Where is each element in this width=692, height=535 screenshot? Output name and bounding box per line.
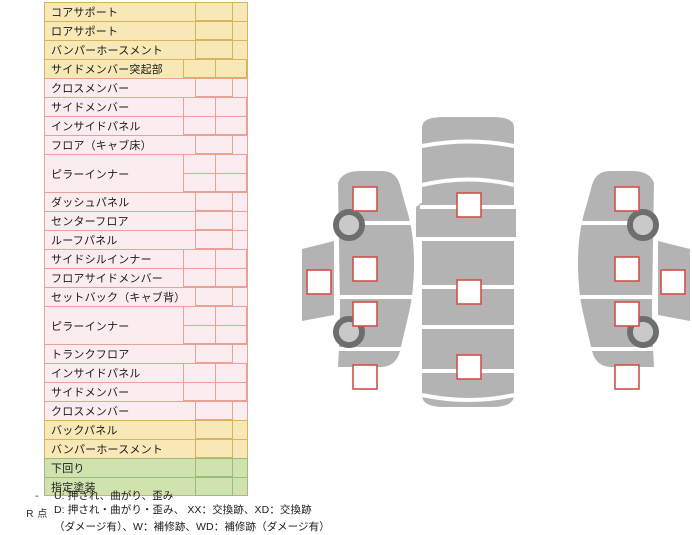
marker-square-right-front[interactable]	[614, 186, 640, 212]
wheel-front-right[interactable]	[627, 209, 659, 241]
cell-divider-h	[184, 173, 246, 174]
damage-grid	[0, 2, 260, 496]
damage-cell-floor-cab[interactable]	[195, 135, 233, 154]
part-label: トランクフロア	[51, 349, 130, 361]
marker-square-right-door-lower[interactable]	[614, 301, 640, 327]
part-label: 下回り	[51, 463, 85, 475]
marker-square-right-rear[interactable]	[614, 364, 640, 390]
damage-cell-setback-cab-rear[interactable]	[195, 287, 233, 306]
legend-row: R 点 D: 押され・曲がり・歪み、 XX：交換跡、XD：交換跡	[20, 504, 380, 520]
marker-square-right-door-upper[interactable]	[614, 256, 640, 282]
cell-divider-h	[184, 382, 246, 383]
damage-cell-side-sill-floor-side-member[interactable]	[183, 249, 247, 287]
part-label: バンパーホースメント	[51, 444, 163, 456]
part-label: フロア（キャブ床）	[51, 140, 152, 152]
part-label: サイドメンバー	[51, 102, 130, 114]
marker-square-left-rear[interactable]	[352, 364, 378, 390]
legend-row: （ダメージ有）、W：補修跡、WD：補修跡（ダメージ有）	[20, 521, 380, 534]
damage-cell-inside-panel-side-member-rear[interactable]	[183, 363, 247, 401]
vehicle-center-body[interactable]	[416, 117, 516, 407]
damage-cell-lower-support[interactable]	[195, 21, 233, 40]
damage-cell-cross-member-front[interactable]	[195, 78, 233, 97]
legend-row: - U: 押され、曲がり、歪み	[20, 490, 380, 503]
damage-cell-side-member-inside-panel[interactable]	[183, 97, 247, 135]
damage-cell-pillar-inner-cd[interactable]	[183, 306, 247, 344]
marker-square-left-door-upper[interactable]	[352, 256, 378, 282]
damage-cell-trunk-floor[interactable]	[195, 344, 233, 363]
damage-cell-center-floor[interactable]	[195, 211, 233, 230]
part-label: コアサポート	[51, 7, 119, 19]
part-label: センターフロア	[51, 216, 129, 228]
cell-divider-h	[184, 268, 246, 269]
part-label: インサイドパネル	[51, 368, 141, 380]
marker-square-right-outboard[interactable]	[660, 269, 686, 295]
damage-cell-cross-member-rear[interactable]	[195, 401, 233, 420]
damage-cell-core-support[interactable]	[195, 2, 233, 21]
cell-divider	[215, 60, 216, 77]
marker-square-center-front[interactable]	[456, 192, 482, 218]
part-label: インサイドパネル	[51, 121, 141, 133]
part-label: ピラーインナー	[51, 168, 130, 181]
part-label: バンパーホースメント	[51, 45, 163, 57]
legend-text-u: U: 押され、曲がり、歪み	[54, 490, 174, 502]
part-label: ルーフパネル	[51, 235, 118, 247]
part-label: クロスメンバー	[51, 406, 130, 418]
vehicle-diagram: .body{fill:#B3B3B3;} .seam{stroke:#FFFFF…	[300, 115, 692, 425]
damage-cell-bumper-reinforcement-rear[interactable]	[195, 439, 233, 458]
part-label: 指定塗装	[51, 481, 96, 494]
part-label: ロアサポート	[51, 26, 119, 38]
part-label: サイドメンバー突起部	[51, 64, 163, 76]
part-label: バックパネル	[51, 425, 118, 437]
legend-marker-rten: R 点	[26, 509, 48, 520]
damage-cell-pillar-inner-ab[interactable]	[183, 154, 247, 192]
marker-square-left-door-lower[interactable]	[352, 301, 378, 327]
cell-divider-h	[184, 325, 246, 326]
damage-cell-designated-paint[interactable]	[195, 477, 233, 496]
damage-cell-bumper-reinforcement[interactable]	[195, 40, 233, 59]
wheel-rear-left[interactable]	[333, 316, 365, 348]
marker-square-center-middle[interactable]	[456, 279, 482, 305]
damage-cell-back-panel[interactable]	[195, 420, 233, 439]
damage-cell-roof-panel[interactable]	[195, 230, 233, 249]
damage-cell-dash-panel[interactable]	[195, 192, 233, 211]
marker-square-left-front[interactable]	[352, 186, 378, 212]
legend: - U: 押され、曲がり、歪み R 点 D: 押され・曲がり・歪み、 XX：交換…	[20, 490, 380, 535]
legend-text-d: D: 押され・曲がり・歪み、 XX：交換跡、XD：交換跡	[54, 504, 312, 516]
part-label: セットバック（キャブ背）	[51, 292, 186, 304]
legend-text-continued: （ダメージ有）、W：補修跡、WD：補修跡（ダメージ有）	[54, 521, 330, 533]
part-label: ダッシュパネル	[51, 197, 130, 209]
wheel-rear-right[interactable]	[627, 316, 659, 348]
part-label: ピラーインナー	[51, 320, 130, 333]
part-label: クロスメンバー	[51, 83, 130, 95]
marker-square-left-outboard[interactable]	[306, 269, 332, 295]
marker-square-center-rear[interactable]	[456, 354, 482, 380]
cell-divider-h	[184, 116, 246, 117]
damage-cell-side-member-projection[interactable]	[183, 59, 247, 78]
part-label: サイドシルインナー	[51, 254, 152, 266]
wheel-front-left[interactable]	[333, 209, 365, 241]
damage-cell-undercarriage[interactable]	[195, 458, 233, 477]
part-label: フロアサイドメンバー	[51, 273, 163, 285]
legend-marker-u: -	[35, 491, 39, 502]
part-label: サイドメンバー	[51, 387, 130, 399]
legend-marker-blank	[20, 521, 54, 522]
